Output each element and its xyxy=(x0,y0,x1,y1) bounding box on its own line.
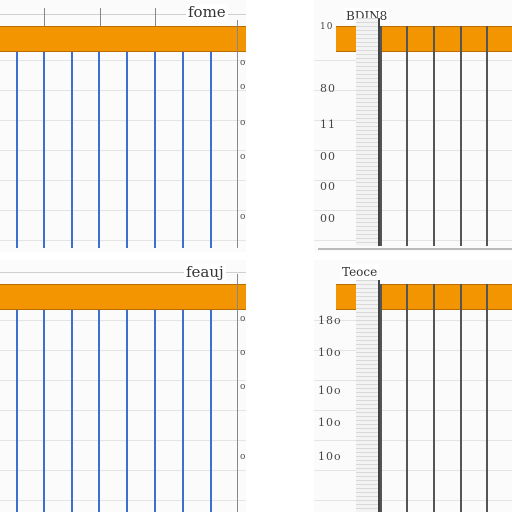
value-column xyxy=(356,18,380,246)
panel-title: feauj xyxy=(184,263,226,281)
chart-panel-bottom-right: Teoce 18o 10o 10o 10o 10o xyxy=(314,260,512,512)
header-row xyxy=(0,26,246,52)
panel-title: Teoce xyxy=(340,264,380,280)
header-row xyxy=(0,284,246,310)
value-column xyxy=(356,280,380,512)
panel-title: fome xyxy=(186,3,228,21)
chart-panel-bottom-left: feauj o o o o xyxy=(0,260,246,512)
chart-panel-top-left: fome o o o o o xyxy=(0,0,246,252)
chart-panel-top-right: BDIN8 10 80 11 00 00 00 xyxy=(314,0,512,252)
